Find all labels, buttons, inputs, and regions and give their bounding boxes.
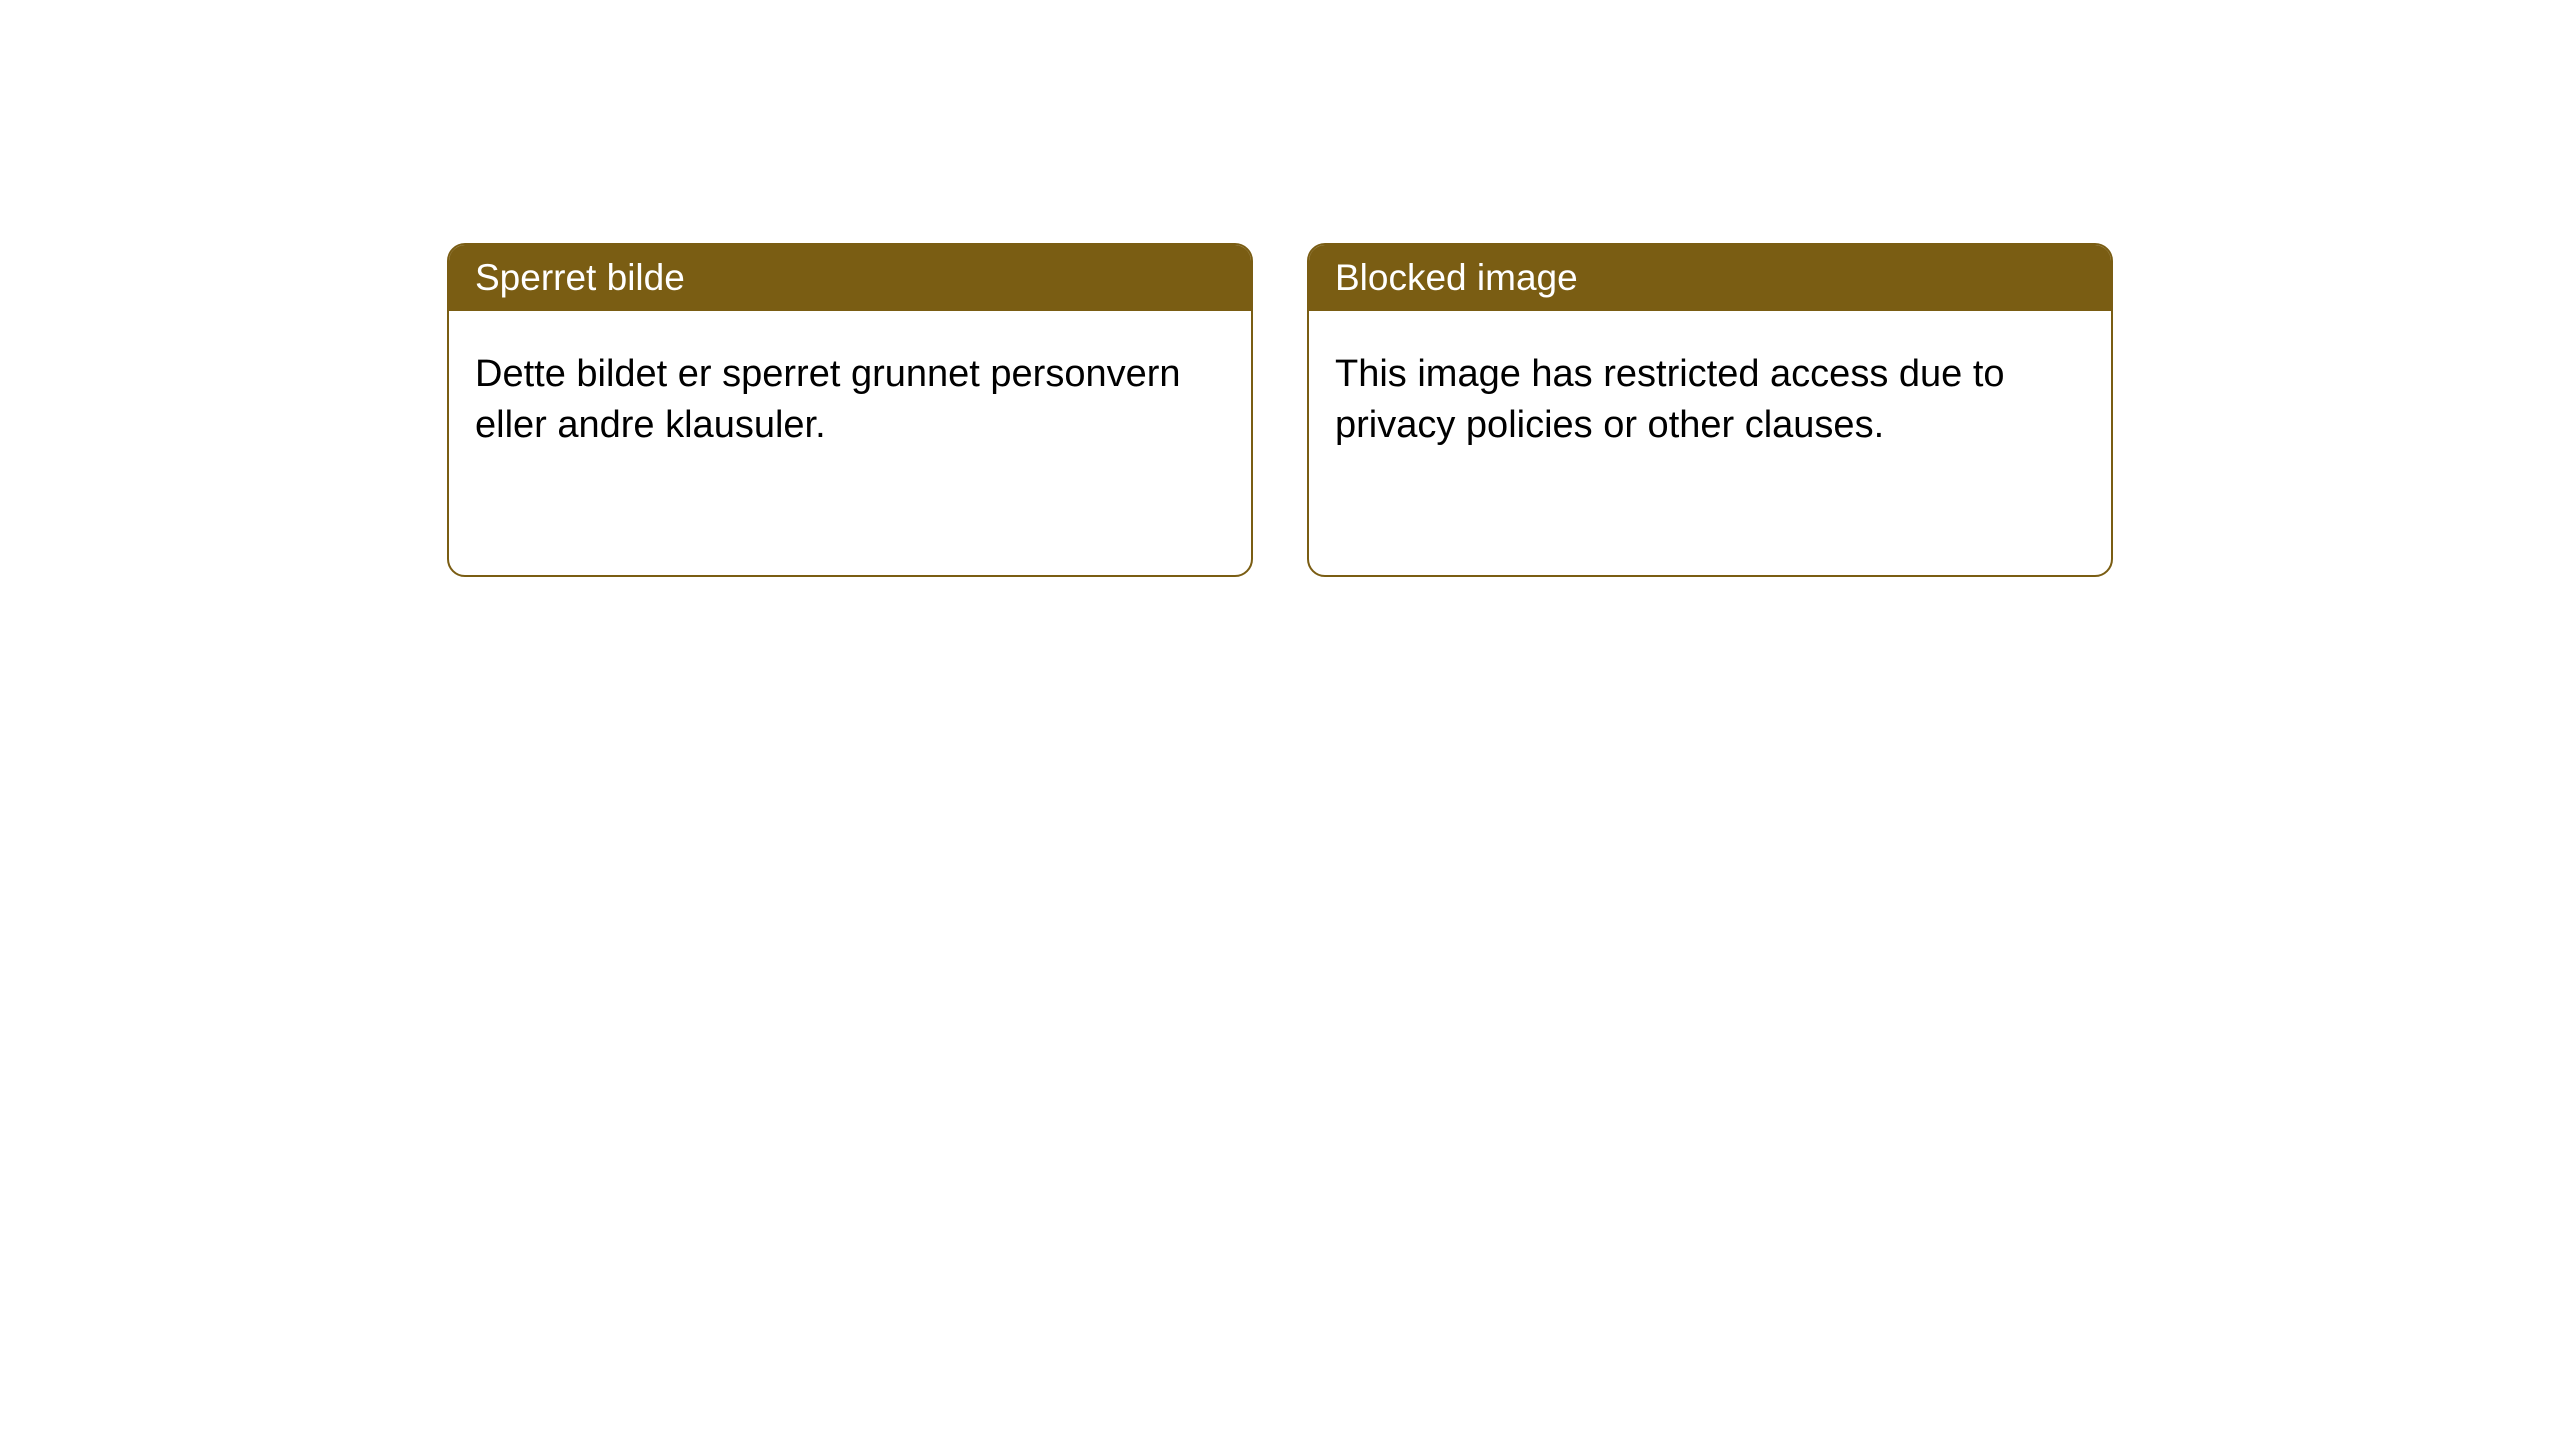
notice-container: Sperret bilde Dette bildet er sperret gr… (0, 0, 2560, 577)
notice-card-title: Sperret bilde (449, 245, 1251, 311)
notice-card-norwegian: Sperret bilde Dette bildet er sperret gr… (447, 243, 1253, 577)
notice-card-body: This image has restricted access due to … (1309, 311, 2111, 490)
notice-card-title: Blocked image (1309, 245, 2111, 311)
notice-card-english: Blocked image This image has restricted … (1307, 243, 2113, 577)
notice-card-body: Dette bildet er sperret grunnet personve… (449, 311, 1251, 490)
